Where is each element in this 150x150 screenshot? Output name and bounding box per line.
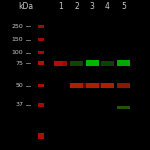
FancyBboxPatch shape: [86, 60, 99, 66]
FancyBboxPatch shape: [70, 83, 83, 88]
Text: 4: 4: [105, 2, 110, 11]
FancyBboxPatch shape: [38, 25, 44, 28]
Text: 150: 150: [12, 37, 23, 42]
FancyBboxPatch shape: [38, 133, 44, 139]
Text: 1: 1: [58, 2, 63, 11]
FancyBboxPatch shape: [117, 83, 130, 88]
Text: 5: 5: [121, 2, 126, 11]
FancyBboxPatch shape: [54, 61, 67, 66]
FancyBboxPatch shape: [38, 51, 44, 54]
FancyBboxPatch shape: [101, 83, 114, 88]
FancyBboxPatch shape: [86, 83, 99, 88]
FancyBboxPatch shape: [117, 60, 130, 66]
Text: 100: 100: [12, 50, 23, 55]
FancyBboxPatch shape: [101, 61, 114, 66]
Text: kDa: kDa: [19, 2, 34, 11]
Text: 2: 2: [74, 2, 79, 11]
FancyBboxPatch shape: [38, 84, 44, 87]
Text: 50: 50: [15, 83, 23, 88]
Text: 3: 3: [90, 2, 95, 11]
Text: 250: 250: [12, 24, 23, 29]
FancyBboxPatch shape: [70, 83, 114, 88]
FancyBboxPatch shape: [54, 61, 63, 66]
FancyBboxPatch shape: [38, 103, 44, 107]
FancyBboxPatch shape: [38, 61, 44, 65]
FancyBboxPatch shape: [38, 38, 44, 41]
FancyBboxPatch shape: [70, 61, 83, 66]
FancyBboxPatch shape: [117, 106, 130, 109]
Text: 75: 75: [15, 61, 23, 66]
Text: 37: 37: [15, 102, 23, 108]
